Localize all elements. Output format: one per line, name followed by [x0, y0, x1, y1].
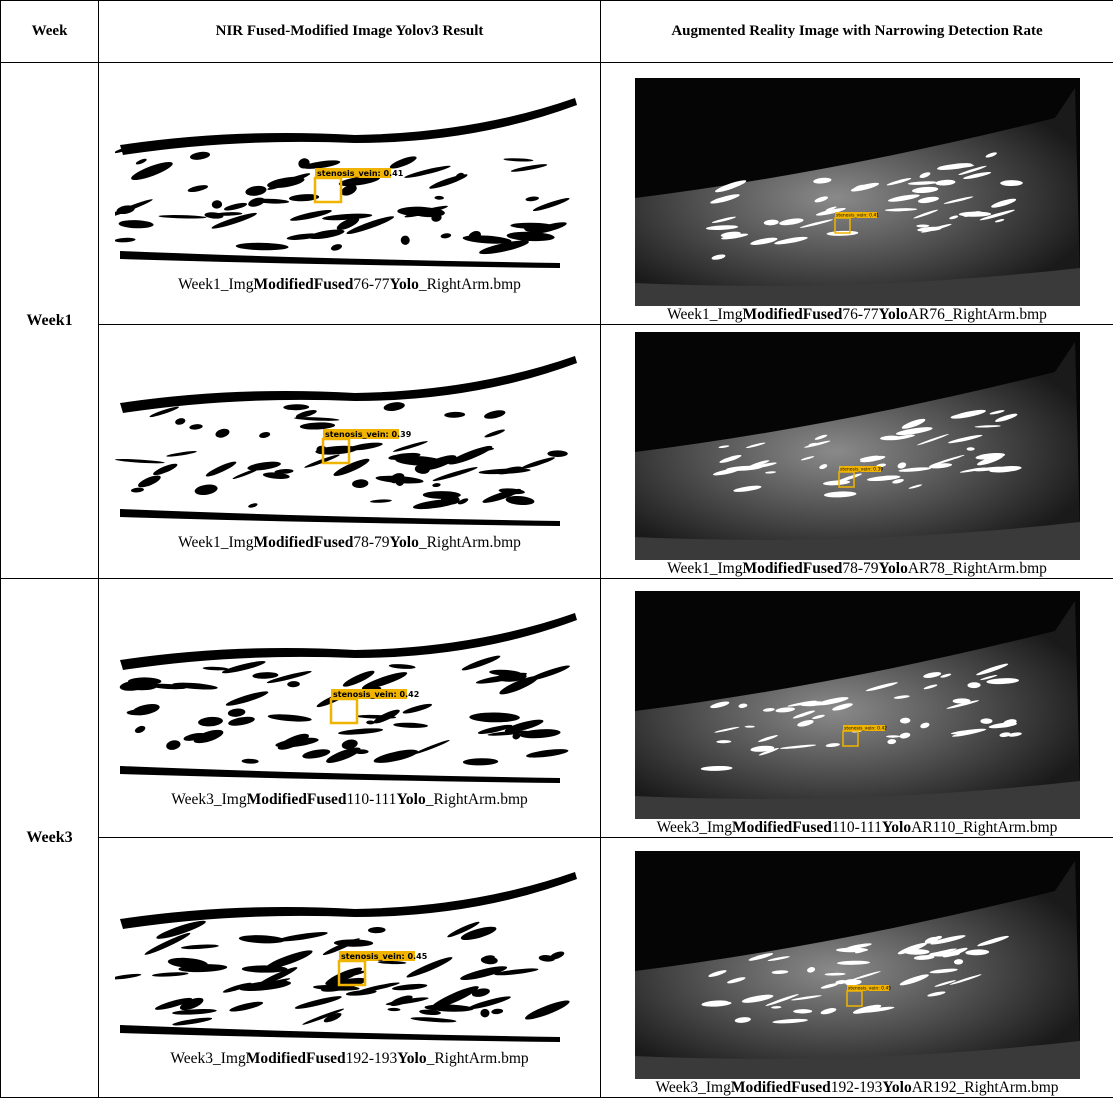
caption-part: AR76_RightArm.bmp	[908, 306, 1047, 323]
caption-part: 110-111	[347, 791, 397, 808]
caption-part: Yolo	[390, 534, 419, 551]
caption-part: 192-193	[831, 1079, 883, 1096]
figure-table: Week NIR Fused-Modified Image Yolov3 Res…	[0, 0, 1113, 1098]
caption: Week1_ImgModifiedFused76-77Yolo_RightArm…	[99, 276, 600, 294]
caption-part: _RightArm.bmp	[419, 534, 521, 551]
header-cell: NIR Fused-Modified Image Yolov3 Result	[99, 1, 601, 63]
caption: Week3_ImgModifiedFused192-193YoloAR192_R…	[601, 1079, 1113, 1097]
header-cell: Augmented Reality Image with Narrowing D…	[601, 1, 1113, 63]
ar-cell: stenosis_vein: 0.41 Week1_ImgModifiedFuse…	[601, 63, 1113, 325]
caption-part: 76-77	[842, 306, 878, 323]
nir-cell: stenosis_vein: 0.45 Week3_ImgModifiedFuse…	[99, 838, 601, 1098]
nir-image: stenosis_vein: 0.41	[115, 93, 585, 268]
detection-label: stenosis_vein: 0.42	[333, 690, 419, 699]
header-cell: Week	[1, 1, 99, 63]
detection-label: stenosis_vein: 0.45	[848, 986, 891, 992]
ar-image: stenosis_vein: 0.45	[635, 851, 1080, 1079]
caption-part: _RightArm.bmp	[427, 1050, 529, 1067]
caption-part: Week3_Img	[655, 1079, 730, 1096]
caption-part: Yolo	[879, 306, 908, 323]
caption-part: ModifiedFused	[742, 560, 842, 577]
caption-part: 110-111	[832, 819, 882, 836]
caption-part: _RightArm.bmp	[426, 791, 528, 808]
caption-part: ModifiedFused	[742, 306, 842, 323]
ar-cell: stenosis_vein: 0.45 Week3_ImgModifiedFuse…	[601, 838, 1113, 1098]
caption-part: ModifiedFused	[247, 791, 347, 808]
week-cell: Week1	[1, 63, 99, 579]
caption: Week1_ImgModifiedFused78-79Yolo_RightArm…	[99, 534, 600, 552]
caption: Week3_ImgModifiedFused110-111Yolo_RightA…	[99, 791, 600, 809]
caption: Week1_ImgModifiedFused78-79YoloAR78_Righ…	[601, 560, 1113, 578]
caption-part: AR192_RightArm.bmp	[912, 1079, 1059, 1096]
table-row: stenosis_vein: 0.45Week3_ImgModifiedFuse…	[1, 838, 1113, 1098]
caption-part: Week1_Img	[667, 306, 742, 323]
caption-part: Yolo	[882, 819, 911, 836]
caption: Week3_ImgModifiedFused110-111YoloAR110_R…	[601, 819, 1113, 837]
nir-image: stenosis_vein: 0.42	[115, 608, 585, 783]
ar-cell: stenosis_vein: 0.39 Week1_ImgModifiedFuse…	[601, 325, 1113, 579]
caption-part: ModifiedFused	[732, 819, 832, 836]
caption-part: Week1_Img	[178, 276, 253, 293]
caption-part: Week3_Img	[657, 819, 732, 836]
caption-part: Yolo	[397, 1050, 426, 1067]
detection-label: stenosis_vein: 0.39	[325, 430, 412, 439]
nir-image: stenosis_vein: 0.39	[115, 351, 585, 526]
ar-image: stenosis_vein: 0.39	[635, 332, 1080, 560]
detection-label: stenosis_vein: 0.42	[844, 726, 887, 732]
ar-image: stenosis_vein: 0.42	[635, 591, 1080, 819]
detection-label: stenosis_vein: 0.41	[836, 213, 879, 219]
caption-part: AR110_RightArm.bmp	[911, 819, 1057, 836]
nir-cell: stenosis_vein: 0.41 Week1_ImgModifiedFuse…	[99, 63, 601, 325]
ar-cell: stenosis_vein: 0.42 Week3_ImgModifiedFuse…	[601, 579, 1113, 838]
caption-part: Week3_Img	[171, 791, 246, 808]
table-body: Week1stenosis_vein: 0.41Week1_ImgModifie…	[1, 63, 1113, 1098]
caption: Week3_ImgModifiedFused192-193Yolo_RightA…	[99, 1050, 600, 1068]
caption-part: Yolo	[390, 276, 419, 293]
caption-part: Yolo	[882, 1079, 911, 1096]
vein-blob	[547, 450, 567, 457]
caption-part: ModifiedFused	[253, 534, 353, 551]
nir-cell: stenosis_vein: 0.39 Week1_ImgModifiedFuse…	[99, 325, 601, 579]
caption-part: 78-79	[353, 534, 389, 551]
ar-image: stenosis_vein: 0.41	[635, 78, 1080, 306]
caption: Week1_ImgModifiedFused76-77YoloAR76_Righ…	[601, 306, 1113, 324]
caption-part: 76-77	[353, 276, 389, 293]
caption-part: ModifiedFused	[253, 276, 353, 293]
caption-part: Yolo	[396, 791, 425, 808]
week-cell: Week3	[1, 579, 99, 1098]
nir-image: stenosis_vein: 0.45	[115, 867, 585, 1042]
detection-label: stenosis_vein: 0.41	[317, 169, 404, 178]
caption-part: Week1_Img	[667, 560, 742, 577]
table-row: stenosis_vein: 0.39Week1_ImgModifiedFuse…	[1, 325, 1113, 579]
caption-part: Week1_Img	[178, 534, 253, 551]
caption-part: Yolo	[879, 560, 908, 577]
caption-part: 78-79	[842, 560, 878, 577]
caption-part: 192-193	[346, 1050, 398, 1067]
caption-part: ModifiedFused	[731, 1079, 831, 1096]
header-row: Week NIR Fused-Modified Image Yolov3 Res…	[1, 1, 1113, 63]
caption-part: Week3_Img	[170, 1050, 245, 1067]
caption-part: _RightArm.bmp	[419, 276, 521, 293]
nir-cell: stenosis_vein: 0.42 Week3_ImgModifiedFuse…	[99, 579, 601, 838]
detection-label: stenosis_vein: 0.39	[840, 467, 883, 473]
detection-label: stenosis_vein: 0.45	[341, 952, 428, 961]
caption-part: ModifiedFused	[246, 1050, 346, 1067]
caption-part: AR78_RightArm.bmp	[908, 560, 1047, 577]
